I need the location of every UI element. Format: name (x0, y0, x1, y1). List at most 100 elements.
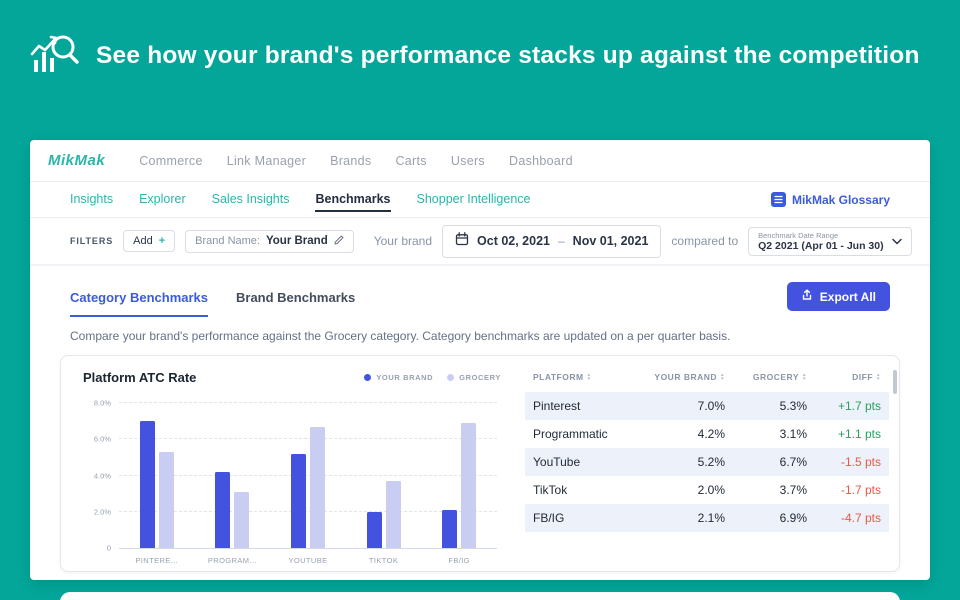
cell-your-brand: 2.1% (697, 511, 725, 525)
sort-icon: ▲ ▼ (586, 372, 592, 381)
brand-name-filter-chip[interactable]: Brand Name: Your Brand (185, 229, 354, 253)
chart-title: Platform ATC Rate (83, 370, 197, 385)
top-nav-item-brands[interactable]: Brands (330, 153, 372, 168)
cell-diff: +1.7 pts (837, 399, 881, 413)
chart-magnifier-icon (28, 30, 80, 81)
gridline (119, 474, 497, 476)
filters-bar: FILTERS Add + Brand Name: Your Brand You… (30, 218, 930, 266)
bar-grocery-programmatic[interactable] (234, 491, 250, 548)
top-nav-item-link-manager[interactable]: Link Manager (226, 153, 307, 168)
table-scrollbar[interactable] (893, 370, 897, 394)
table-row-fb-ig[interactable]: FB/IG 2.1% 6.9% -4.7 pts (525, 504, 889, 532)
brand-filter-value: Your Brand (265, 235, 328, 247)
glossary-book-icon (770, 192, 786, 207)
pencil-icon (334, 235, 344, 248)
sub-nav-item-explorer[interactable]: Explorer (139, 192, 186, 206)
x-axis-label-youtube: YOUTUBE (288, 556, 328, 565)
top-nav-item-carts[interactable]: Carts (395, 153, 427, 168)
benchmark-select-value: Q2 2021 (Apr 01 - Jun 30) (758, 239, 884, 252)
column-header-your-brand[interactable]: YOUR BRAND ▲ ▼ (637, 372, 725, 382)
cell-your-brand: 5.2% (697, 455, 725, 469)
bar-your-brand-programmatic[interactable] (215, 471, 231, 548)
bar-your-brand-youtube[interactable] (290, 453, 306, 548)
date-separator: – (557, 234, 565, 248)
bar-grocery-tiktok[interactable] (385, 480, 401, 548)
sub-nav-item-sales-insights[interactable]: Sales Insights (211, 192, 290, 206)
column-label: GROCERY (752, 372, 800, 382)
top-nav-items: Commerce Link Manager Brands Carts Users Dash… (139, 154, 573, 168)
add-filter-button[interactable]: Add + (123, 230, 176, 252)
top-nav-item-commerce[interactable]: Commerce (139, 153, 203, 168)
bar-group-programmatic (202, 403, 262, 548)
add-filter-label: Add (133, 235, 153, 247)
table-row-programmatic[interactable]: Programmatic 4.2% 3.1% +1.1 pts (525, 420, 889, 448)
top-nav-item-users[interactable]: Users (450, 153, 485, 168)
date-range-picker[interactable]: Oct 02, 2021 – Nov 01, 2021 (442, 224, 662, 258)
table-row-pinterest[interactable]: Pinterest 7.0% 5.3% +1.7 pts (525, 392, 889, 420)
mikmak-glossary-link[interactable]: MikMak Glossary (770, 192, 890, 207)
tab-brand-benchmarks[interactable]: Brand Benchmarks (236, 290, 356, 305)
sub-nav-items: Insights Explorer Sales Insights Benchmarks… (70, 187, 531, 212)
y-axis-tick: 6.0% (93, 434, 111, 444)
bar-your-brand-tiktok[interactable] (366, 511, 382, 548)
chart-bars (119, 403, 497, 548)
column-label: PLATFORM (533, 372, 584, 382)
compared-to-label: compared to (671, 234, 739, 248)
top-nav: MikMak Commerce Link Manager Brands Carts Us… (30, 140, 930, 182)
column-header-platform[interactable]: PLATFORM ▲ ▼ (533, 372, 637, 382)
tabs-row: Category Benchmarks Brand Benchmarks Expo… (30, 266, 930, 317)
cell-your-brand: 7.0% (697, 399, 725, 413)
table-row-tiktok[interactable]: TikTok 2.0% 3.7% -1.7 pts (525, 476, 889, 504)
chevron-down-icon (891, 232, 902, 250)
column-header-grocery[interactable]: GROCERY ▲ ▼ (725, 372, 807, 382)
calendar-icon (455, 231, 469, 251)
headline: See how your brand's performance stacks … (96, 41, 920, 69)
glossary-label: MikMak Glossary (791, 192, 890, 207)
bar-your-brand-fb-ig[interactable] (442, 509, 458, 548)
bar-grocery-fb-ig[interactable] (461, 422, 477, 548)
benchmark-date-range-select[interactable]: Benchmark Date Range Q2 2021 (Apr 01 - J… (748, 226, 912, 256)
export-all-button[interactable]: Export All (786, 282, 890, 311)
chart-plot: 8.0% 6.0% 4.0% 2.0% 0 (94, 399, 497, 553)
chart-header: Platform ATC Rate YOUR BRAND GROCERY (83, 370, 501, 385)
sub-nav-item-shopper-intelligence[interactable]: Shopper Intelligence (416, 192, 531, 206)
x-axis-label-program: PROGRAM... (207, 556, 257, 565)
mikmak-logo[interactable]: MikMak (48, 152, 106, 169)
cell-grocery: 5.3% (779, 399, 807, 413)
bar-group-pinterest (127, 403, 187, 548)
chart-x-labels: PINTERE... PROGRAM... YOUTUBE TIKTOK FB/IG (119, 556, 497, 565)
x-axis-label-tiktok: TIKTOK (368, 556, 399, 565)
table-row-youtube[interactable]: YouTube 5.2% 6.7% -1.5 pts (525, 448, 889, 476)
legend-item-your-brand[interactable]: YOUR BRAND (364, 373, 433, 382)
bar-grocery-pinterest[interactable] (158, 451, 174, 548)
legend-label: YOUR BRAND (376, 373, 434, 382)
top-nav-item-dashboard[interactable]: Dashboard (509, 153, 573, 168)
date-start: Oct 02, 2021 (477, 234, 550, 248)
sub-nav-item-insights[interactable]: Insights (70, 192, 114, 206)
benchmark-tabs: Category Benchmarks Brand Benchmarks (70, 290, 355, 317)
cell-diff: -1.5 pts (840, 455, 881, 469)
filters-label: FILTERS (70, 236, 114, 246)
your-brand-label: Your brand (373, 234, 433, 248)
y-axis-tick: 4.0% (93, 471, 111, 480)
y-axis-tick: 0 (106, 543, 111, 553)
bar-your-brand-pinterest[interactable] (139, 421, 155, 548)
column-header-diff[interactable]: DIFF ▲ ▼ (807, 372, 881, 382)
cell-platform: TikTok (533, 483, 568, 497)
sort-icon: ▲ ▼ (876, 372, 881, 381)
gridline (119, 402, 497, 403)
legend-item-grocery[interactable]: GROCERY (447, 373, 501, 382)
table-section: PLATFORM ▲ ▼ YOUR BRAND ▲ ▼ GROCERY ▲ ▼ DIFF ▲ ▼ Pi… (513, 356, 899, 571)
plus-icon: + (158, 235, 166, 247)
y-axis-tick: 2.0% (93, 507, 111, 517)
tab-category-benchmarks[interactable]: Category Benchmarks (70, 290, 208, 317)
sub-nav-item-benchmarks[interactable]: Benchmarks (315, 187, 391, 212)
brand-filter-key: Brand Name: (195, 235, 260, 247)
sort-up-caret: ▲ (876, 372, 881, 377)
sort-up-caret: ▲ (586, 372, 592, 377)
chart-legend: YOUR BRAND GROCERY (364, 373, 501, 382)
bar-grocery-youtube[interactable] (309, 426, 325, 548)
y-axis-tick: 8.0% (93, 398, 111, 408)
bar-group-tiktok (354, 403, 414, 548)
sort-down-caret: ▼ (720, 376, 725, 381)
